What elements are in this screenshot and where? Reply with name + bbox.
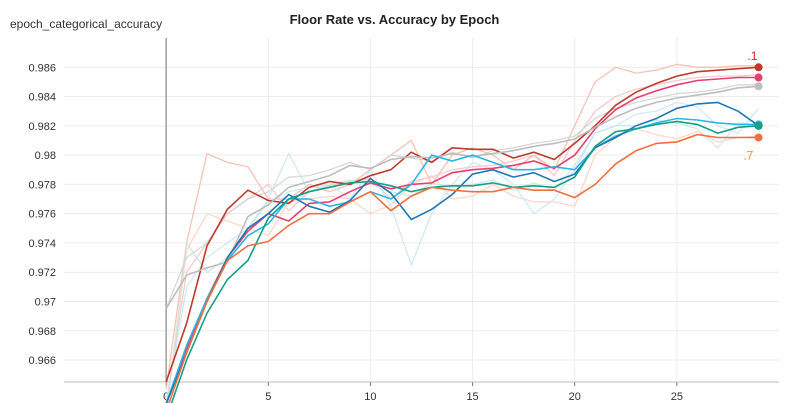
y-tick-label: 0.98	[35, 150, 56, 162]
x-tick-label: 15	[466, 391, 478, 403]
raw-series-line	[165, 84, 759, 310]
raw-series-layer	[165, 63, 760, 403]
series-line	[165, 66, 759, 383]
series-end-point	[754, 133, 763, 142]
raw-series-line	[167, 119, 759, 403]
y-tick-label: 0.978	[28, 179, 56, 191]
y-tick-label: 0.976	[28, 209, 56, 221]
raw-series-line	[165, 73, 759, 403]
axis-layer: 0.966 0.968 0.97 0.972 0.974 0.976 0.978 0.98 0.…	[28, 62, 779, 403]
x-tick-label: 5	[265, 391, 271, 403]
raw-series-line	[165, 101, 760, 403]
x-tick-label: 0	[163, 391, 169, 403]
raw-series-line	[165, 63, 759, 390]
raw-series-line	[166, 128, 759, 403]
annotation-layer: .1 .7	[743, 49, 757, 163]
series-end-point	[754, 82, 763, 91]
series-end-point	[754, 121, 763, 130]
series-end-point	[754, 73, 763, 82]
y-tick-label: 0.986	[28, 62, 56, 74]
series-line	[165, 101, 760, 403]
series-end-point	[754, 63, 763, 72]
y-tick-label: 0.974	[28, 238, 56, 250]
y-tick-label: 0.984	[28, 92, 56, 104]
chart-title: Floor Rate vs. Accuracy by Epoch	[289, 12, 500, 27]
x-tick-label: 10	[364, 391, 376, 403]
grid-layer	[64, 38, 779, 382]
run-annotation-label: .1	[747, 49, 757, 63]
y-tick-label: 0.966	[28, 355, 56, 367]
y-tick-label: 0.97	[35, 296, 56, 308]
series-line	[170, 120, 759, 403]
x-tick-label: 25	[671, 391, 683, 403]
y-tick-label: 0.972	[28, 267, 56, 279]
x-tick-label: 20	[569, 391, 581, 403]
y-tick-label: 0.982	[28, 121, 56, 133]
y-tick-label: 0.968	[28, 326, 56, 338]
run-annotation-label: .7	[743, 148, 753, 162]
smoothed-series-layer	[165, 63, 763, 403]
y-axis-title: epoch_categorical_accuracy	[10, 17, 163, 31]
series-line	[165, 85, 759, 310]
series-line	[168, 133, 759, 403]
